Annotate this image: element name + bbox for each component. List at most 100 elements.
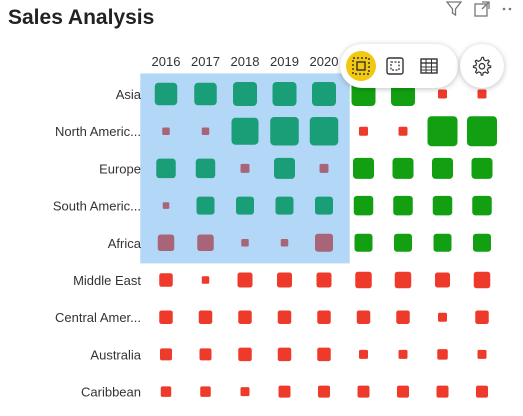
header-icons <box>445 0 517 23</box>
gear-icon <box>472 56 492 76</box>
heatmap-cell[interactable] <box>280 239 289 247</box>
chart-toolbar <box>340 44 458 88</box>
heatmap-cell[interactable] <box>398 349 408 359</box>
heatmap-cell[interactable] <box>196 196 215 215</box>
heatmap-cell[interactable] <box>433 233 452 252</box>
heatmap-cell[interactable] <box>231 117 259 145</box>
heatmap-cell[interactable] <box>397 385 409 398</box>
heatmap-cell[interactable] <box>359 349 368 359</box>
heatmap-cell[interactable] <box>241 239 249 247</box>
filter-icon[interactable] <box>445 0 463 23</box>
heatmap-cell[interactable] <box>156 158 176 179</box>
heatmap-cell[interactable] <box>473 233 491 252</box>
heatmap-cell[interactable] <box>355 271 372 289</box>
heatmap-cell[interactable] <box>432 195 453 216</box>
column-label: 2019 <box>270 54 299 69</box>
heatmap-cell[interactable] <box>233 82 257 106</box>
heatmap-cell[interactable] <box>240 387 250 397</box>
heatmap-cell[interactable] <box>467 116 497 147</box>
heatmap-cell[interactable] <box>438 312 447 322</box>
heatmap-cell[interactable] <box>236 196 254 215</box>
heatmap-cell[interactable] <box>437 349 448 360</box>
heatmap-cell[interactable] <box>396 310 410 324</box>
heatmap-cell[interactable] <box>472 195 492 216</box>
heatmap-cell[interactable] <box>201 127 210 135</box>
settings-button[interactable] <box>460 44 504 88</box>
heatmap-cell[interactable] <box>198 310 213 324</box>
select-data-button[interactable] <box>346 51 376 81</box>
focus-mode-icon[interactable] <box>473 0 491 23</box>
heatmap-cell[interactable] <box>160 348 172 361</box>
heatmap-cell[interactable] <box>317 347 331 362</box>
heatmap-cell[interactable] <box>435 272 450 288</box>
heatmap-cell[interactable] <box>195 158 216 179</box>
heatmap-cell[interactable] <box>274 157 295 179</box>
heatmap-cell[interactable] <box>357 385 370 398</box>
more-options-icon[interactable] <box>501 0 517 23</box>
heatmap-cell[interactable] <box>476 385 488 398</box>
heatmap-cell[interactable] <box>194 82 217 106</box>
heatmap-cell[interactable] <box>237 272 253 288</box>
heatmap-cell[interactable] <box>438 89 447 99</box>
heatmap-cell[interactable] <box>316 272 332 288</box>
heatmap-cell[interactable] <box>356 310 371 324</box>
heatmap-cell[interactable] <box>238 347 252 362</box>
heatmap-cell[interactable] <box>238 310 252 324</box>
heatmap-cell[interactable] <box>471 157 493 179</box>
row-label: North Americ... <box>55 124 141 139</box>
heatmap-cell[interactable] <box>277 310 292 324</box>
heatmap-cell[interactable] <box>436 385 449 398</box>
heatmap-cell[interactable] <box>275 196 294 215</box>
selection-frame-button[interactable] <box>380 51 410 81</box>
heatmap-cell[interactable] <box>394 271 412 289</box>
heatmap-cell[interactable] <box>162 127 170 135</box>
heatmap-cell[interactable] <box>270 116 299 146</box>
heatmap-cell[interactable] <box>312 82 336 106</box>
row-label: Australia <box>90 347 141 362</box>
heatmap-cell[interactable] <box>201 276 210 284</box>
heatmap-cell[interactable] <box>354 233 373 252</box>
heatmap-cell[interactable] <box>240 163 250 173</box>
heatmap-cell[interactable] <box>277 347 292 362</box>
heatmap-cell[interactable] <box>394 233 412 252</box>
heatmap-cell[interactable] <box>473 271 491 289</box>
heatmap-cell[interactable] <box>272 82 297 106</box>
heatmap-cell[interactable] <box>359 126 368 136</box>
heatmap-cell[interactable] <box>393 195 413 216</box>
heatmap-cell[interactable] <box>427 116 458 147</box>
heatmap-cell[interactable] <box>309 116 339 146</box>
heatmap-cell[interactable] <box>157 234 175 252</box>
heatmap-cell[interactable] <box>159 310 173 324</box>
table-icon <box>420 58 438 74</box>
chart-title: Sales Analysis <box>8 6 155 29</box>
heatmap-cell[interactable] <box>353 195 374 216</box>
heatmap-cell[interactable] <box>278 385 291 398</box>
row-label: Europe <box>99 161 141 176</box>
heatmap-cell[interactable] <box>318 385 330 398</box>
heatmap-cell[interactable] <box>391 82 415 106</box>
heatmap-cell[interactable] <box>199 348 212 361</box>
heatmap-cell[interactable] <box>477 89 487 99</box>
heatmap-cell[interactable] <box>353 157 374 179</box>
heatmap-cell[interactable] <box>315 233 333 252</box>
heatmap-cell[interactable] <box>432 157 453 179</box>
heatmap-cell[interactable] <box>200 386 211 397</box>
heatmap-cell[interactable] <box>317 310 331 324</box>
heatmap-cell[interactable] <box>477 349 487 359</box>
heatmap-cell[interactable] <box>154 82 178 106</box>
heatmap-cell[interactable] <box>197 234 214 252</box>
heatmap-cell[interactable] <box>159 273 173 287</box>
heatmap-cell[interactable] <box>351 82 376 106</box>
heatmap-cell[interactable] <box>162 202 170 209</box>
heatmap-cell[interactable] <box>319 163 329 173</box>
select-data-icon <box>352 57 370 75</box>
column-label: 2016 <box>152 54 181 69</box>
heatmap-cell[interactable] <box>392 157 414 179</box>
heatmap-cell[interactable] <box>277 272 292 288</box>
heatmap-cell[interactable] <box>160 386 172 397</box>
table-view-button[interactable] <box>414 51 444 81</box>
heatmap-cell[interactable] <box>475 310 489 324</box>
heatmap-cell[interactable] <box>315 196 333 215</box>
heatmap-cell[interactable] <box>398 126 408 136</box>
